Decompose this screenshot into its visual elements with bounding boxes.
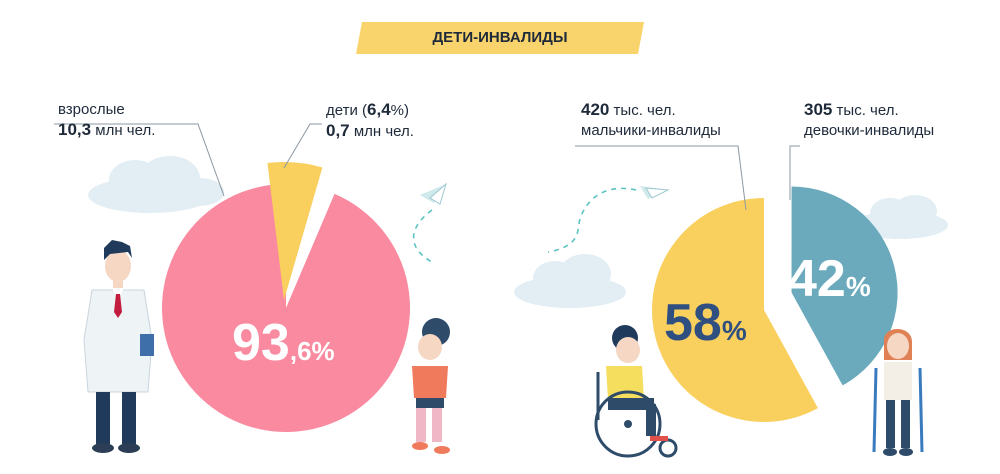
adults-children-pie — [162, 161, 411, 432]
pie-slice-boys — [652, 198, 818, 422]
pie-slice-adults — [162, 184, 411, 432]
boys-girls-pie — [652, 186, 898, 422]
cloud-icon — [514, 254, 626, 308]
children-label: дети (6,4%) 0,7 млн чел. — [326, 100, 414, 142]
girls-value: 305 тыс. чел. — [804, 100, 899, 119]
pie-slice-girls — [791, 186, 898, 386]
banner-shape — [356, 22, 644, 54]
paper-plane-icon — [412, 182, 447, 263]
adults-value: 10,3 млн чел. — [58, 120, 156, 139]
girls-label: 305 тыс. чел. девочки-инвалиды — [804, 100, 934, 141]
boys-word: мальчики-инвалиды — [581, 122, 721, 139]
boys-value: 420 тыс. чел. — [581, 100, 676, 119]
paper-plane-icon — [547, 186, 670, 253]
adults-pct-label: 93,6% — [232, 314, 335, 372]
title-banner: ДЕТИ-ИНВАЛИДЫ — [356, 22, 644, 54]
boys-pct-label: 58% — [664, 294, 747, 352]
child-figure — [412, 318, 450, 454]
page-title: ДЕТИ-ИНВАЛИДЫ — [432, 29, 568, 46]
adults-word: взрослые — [58, 101, 125, 118]
girls-pct-label: 42% — [788, 250, 871, 308]
doctor-figure — [83, 240, 154, 453]
adults-label: взрослые 10,3 млн чел. — [58, 100, 155, 141]
boys-label: 420 тыс. чел. мальчики-инвалиды — [581, 100, 721, 141]
cloud-icon — [88, 156, 224, 213]
leader-lines — [54, 123, 800, 211]
pie-slice-children — [267, 161, 323, 300]
children-value: 0,7 млн чел. — [326, 121, 414, 140]
crutches-girl-figure — [872, 328, 924, 456]
wheelchair-boy-figure — [594, 325, 678, 458]
children-word: дети (6,4%) — [326, 100, 409, 119]
girls-word: девочки-инвалиды — [804, 122, 935, 139]
